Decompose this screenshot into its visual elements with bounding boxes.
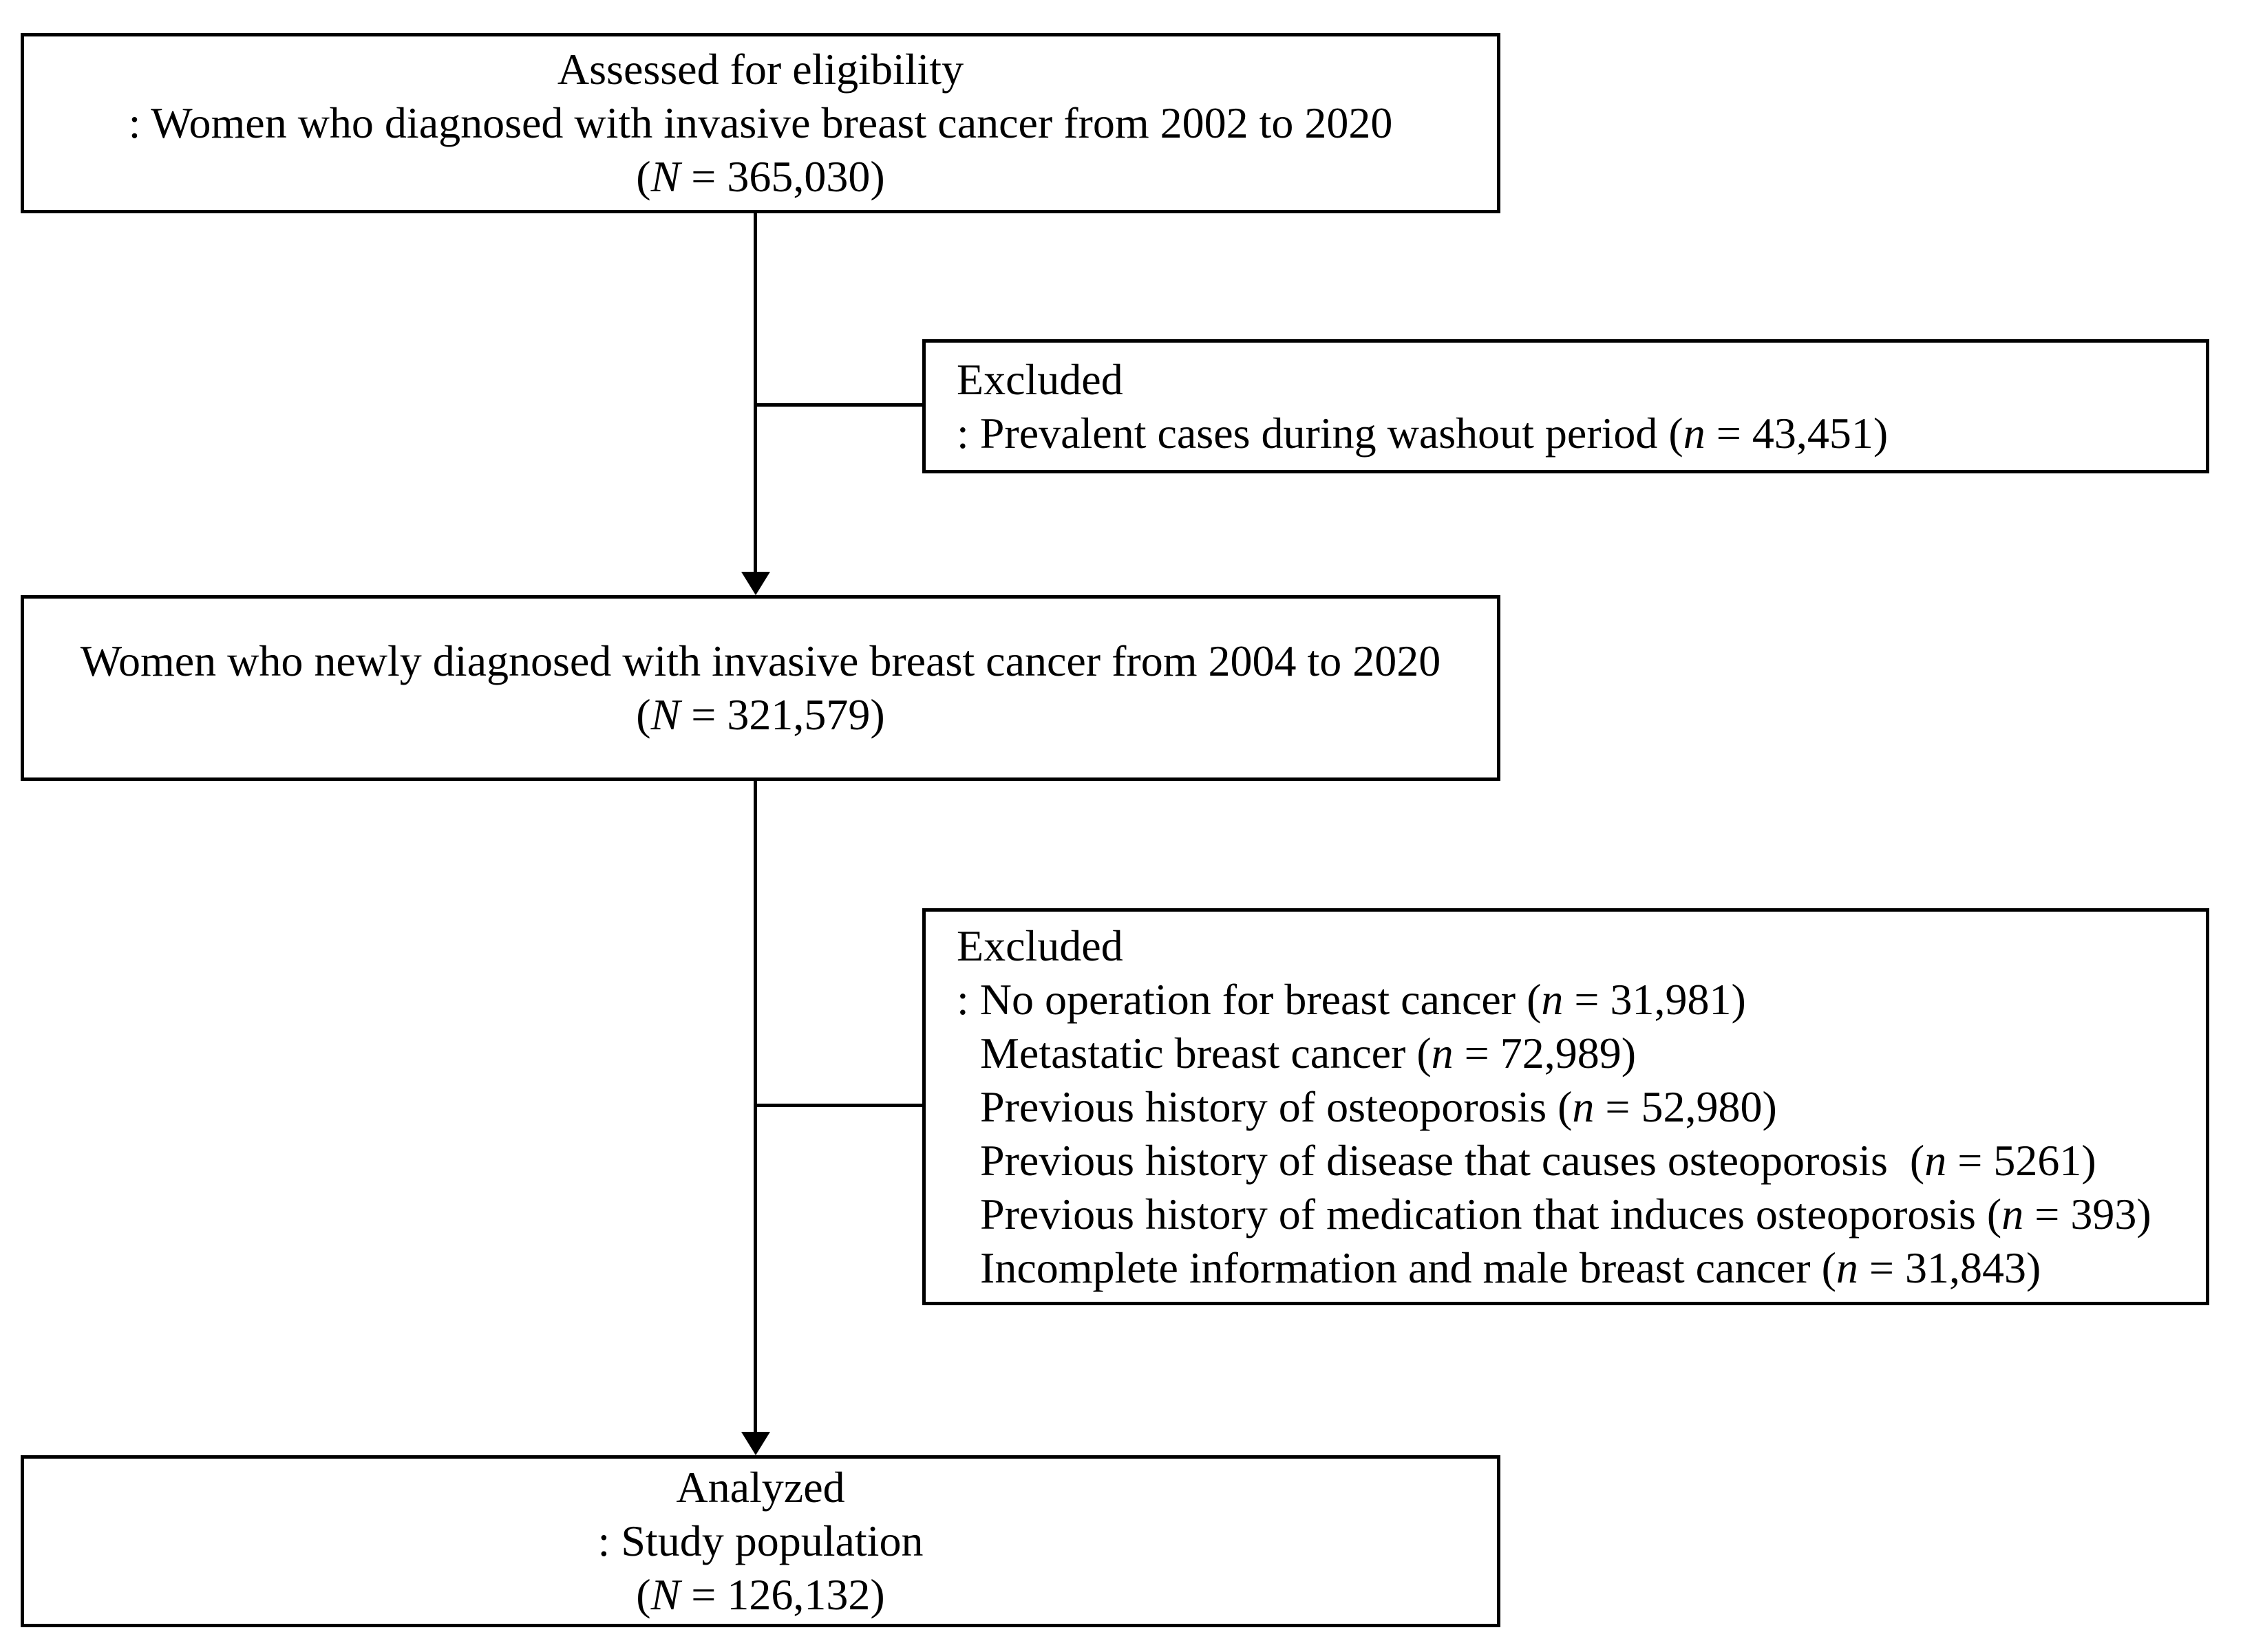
connector-branch-line-1 — [754, 403, 922, 407]
text-line: (N = 126,132) — [636, 1570, 885, 1619]
connector-vertical-line-1 — [754, 213, 757, 572]
connector-branch-line-2 — [754, 1104, 922, 1107]
text-line: Metastatic breast cancer (n = 72,989) — [980, 1028, 1637, 1077]
text-line: : No operation for breast cancer (n = 31… — [957, 974, 1746, 1024]
text-line: Analyzed — [676, 1463, 845, 1512]
text-line: Excluded — [957, 921, 1123, 970]
text-line: Incomplete information and male breast c… — [980, 1243, 2041, 1292]
text-line: Previous history of osteoporosis (n = 52… — [980, 1082, 1777, 1131]
excluded-washout-box: Excluded: Prevalent cases during washout… — [922, 339, 2209, 473]
excluded-criteria-box: Excluded: No operation for breast cancer… — [922, 908, 2209, 1305]
analyzed-box: Analyzed: Study population (N = 126,132) — [21, 1455, 1500, 1627]
text-line: : Prevalent cases during washout period … — [957, 408, 1889, 458]
text-line: : Study population — [597, 1516, 924, 1565]
text-line: Assessed for eligibility — [557, 45, 964, 94]
text-line: : Women who diagnosed with invasive brea… — [128, 98, 1393, 147]
text-line: Excluded — [957, 354, 1123, 404]
text-line: Women who newly diagnosed with invasive … — [80, 636, 1441, 685]
assessed-eligibility-box: Assessed for eligibility: Women who diag… — [21, 33, 1500, 213]
text-line: (N = 365,030) — [636, 152, 885, 201]
text-line: Previous history of medication that indu… — [980, 1189, 2151, 1238]
text-line: (N = 321,579) — [636, 690, 885, 739]
text-line: Previous history of disease that causes … — [980, 1135, 2096, 1185]
newly-diagnosed-box: Women who newly diagnosed with invasive … — [21, 595, 1500, 781]
arrow-down-icon — [741, 1432, 770, 1455]
arrow-down-icon — [741, 572, 770, 595]
